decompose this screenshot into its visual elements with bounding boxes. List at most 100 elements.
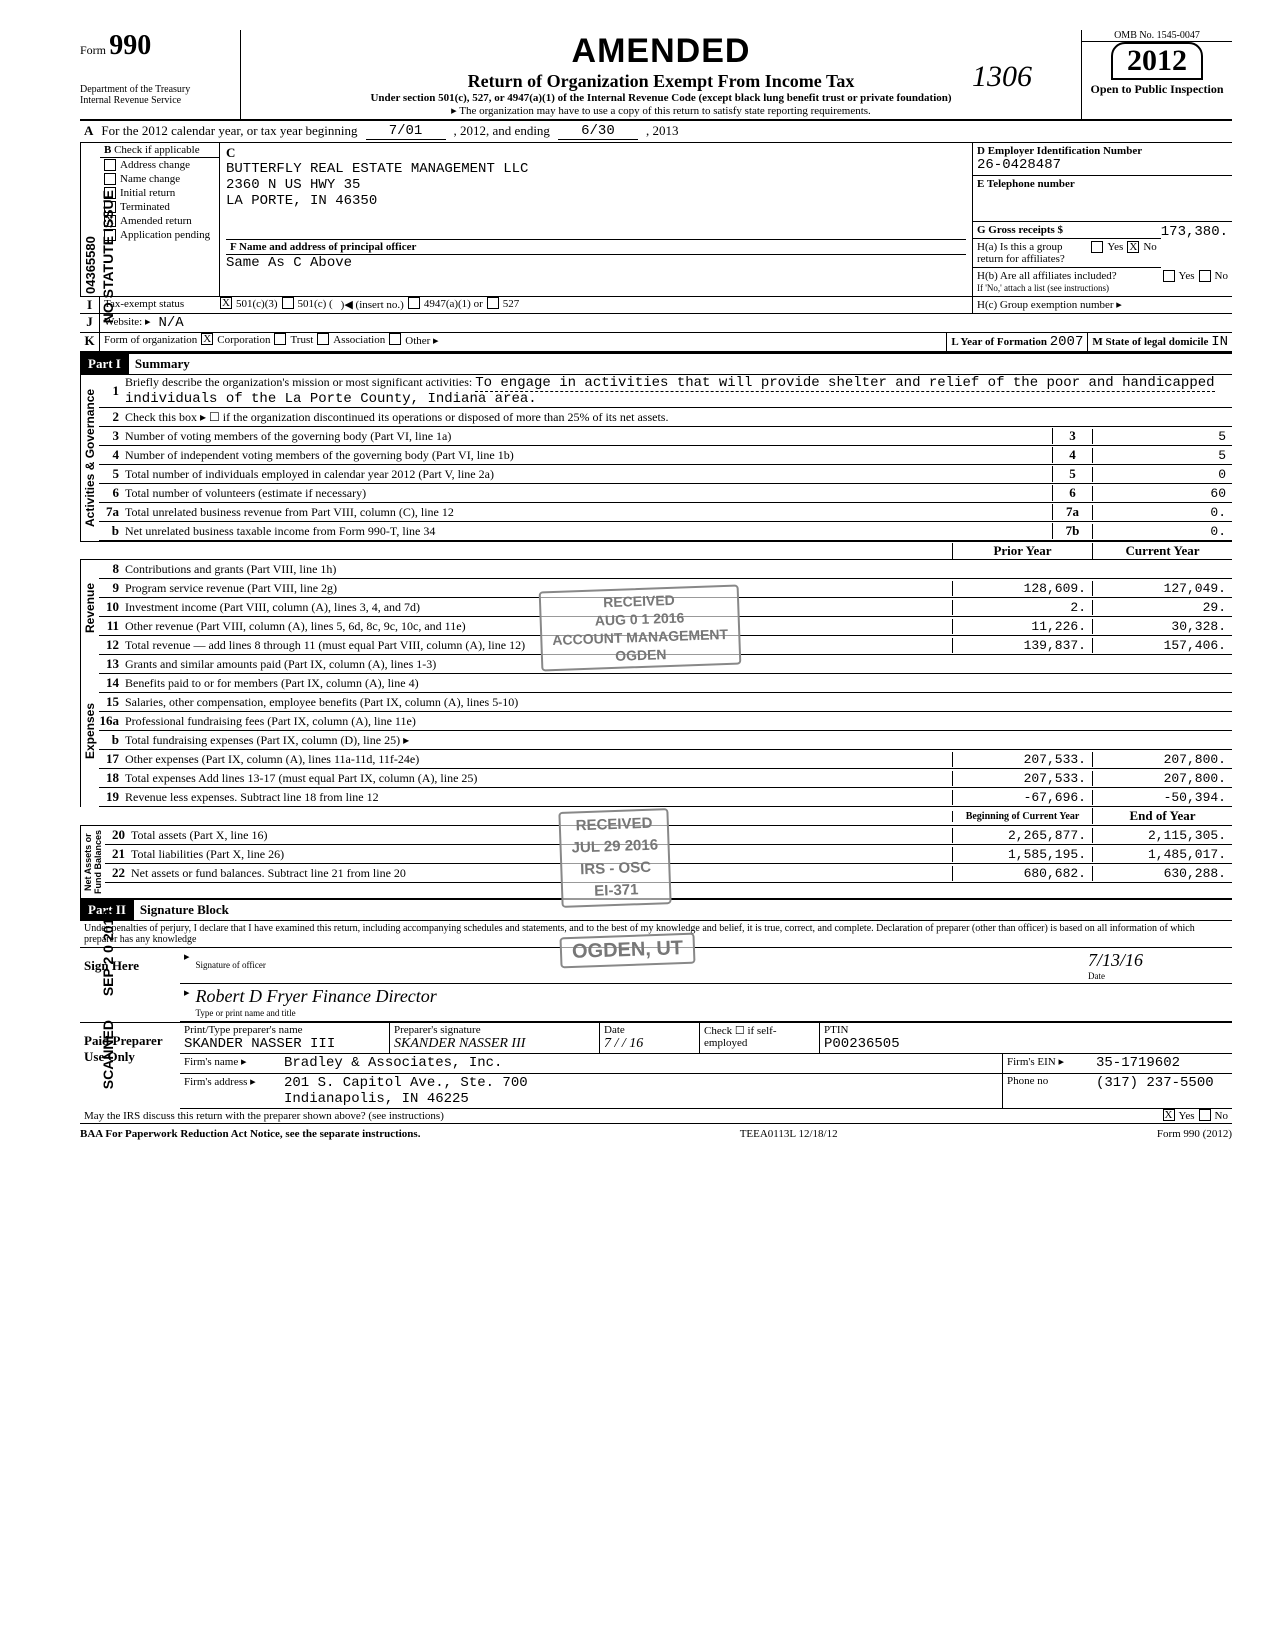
ptin-lbl: PTIN: [824, 1024, 848, 1036]
side-na: Net Assets or Fund Balances: [80, 826, 105, 898]
corp-box[interactable]: X: [201, 333, 213, 345]
ps-lbl: Preparer's signature: [394, 1024, 481, 1036]
prior-val: 2.: [952, 600, 1092, 615]
row-j-lbl: J: [80, 314, 100, 332]
other: Other ▸: [401, 333, 442, 351]
trust-box[interactable]: [274, 333, 286, 345]
gov-box: 7a: [1052, 504, 1092, 520]
row-txt: Total revenue — add lines 8 through 11 (…: [123, 638, 952, 653]
check-label: Amended return: [120, 215, 192, 227]
gov-txt: Number of voting members of the governin…: [123, 429, 1052, 444]
hb-yes-box[interactable]: [1163, 270, 1175, 282]
assoc-box[interactable]: [317, 333, 329, 345]
prior-val: 207,533.: [952, 752, 1092, 767]
ph-lbl: Phone no: [1002, 1074, 1092, 1108]
other-box[interactable]: [389, 333, 401, 345]
pd: 7 / / 16: [604, 1036, 643, 1051]
no: No: [1143, 241, 1156, 265]
footer-right: Form 990 (2012): [1157, 1128, 1232, 1140]
no2: No: [1215, 270, 1228, 294]
footer-mid: TEEA0113L 12/18/12: [740, 1128, 838, 1140]
row-i-lbl: I: [80, 297, 100, 313]
officer-name-lbl: Type or print name and title: [196, 1008, 296, 1018]
curr-val: -50,394.: [1092, 790, 1232, 805]
gov-box: 3: [1052, 428, 1092, 444]
hb-no-box[interactable]: [1199, 270, 1211, 282]
line-a-tail: , 2013: [646, 123, 679, 140]
prior-val: 11,226.: [952, 619, 1092, 634]
sec-g-label: G Gross receipts $: [977, 224, 1063, 236]
row-txt: Revenue less expenses. Subtract line 18 …: [123, 790, 952, 805]
gross-receipts: 173,380.: [1161, 224, 1228, 240]
ogden-stamp: OGDEN, UT: [560, 933, 696, 969]
form-word: Form: [80, 43, 106, 57]
part-i-title: Summary: [135, 356, 190, 372]
check-label: Address change: [120, 159, 190, 171]
gov-txt: Total number of volunteers (estimate if …: [123, 486, 1052, 501]
sig-date-lbl: Date: [1088, 971, 1105, 981]
firm-lbl: Firm's name ▸: [180, 1054, 280, 1073]
firm-ph: (317) 237-5500: [1092, 1074, 1232, 1108]
row-txt: Total expenses Add lines 13-17 (must equ…: [123, 771, 952, 786]
curr-val: 127,049.: [1092, 581, 1232, 596]
row-txt: Net assets or fund balances. Subtract li…: [129, 866, 952, 881]
discuss-yes: Yes: [1175, 1109, 1199, 1123]
gov-box: 6: [1052, 485, 1092, 501]
form-number: 990: [109, 30, 151, 61]
gov-val: 0.: [1092, 524, 1232, 539]
discuss-no-box[interactable]: [1199, 1109, 1211, 1121]
org-addr1: 2360 N US HWY 35: [226, 177, 966, 193]
4947-box[interactable]: [408, 297, 420, 309]
check-label: Initial return: [120, 187, 175, 199]
gov-val: 5: [1092, 429, 1232, 444]
part-i-hdr: Part I: [80, 354, 129, 374]
eoy-hdr: End of Year: [1092, 808, 1232, 824]
sec-f-label: F Name and address of principal officer: [230, 241, 416, 253]
check-name-change[interactable]: [104, 173, 116, 185]
c-paren: 501(c) (: [294, 297, 337, 313]
ps-sig: SKANDER NASSER III: [394, 1036, 525, 1051]
527-box[interactable]: [487, 297, 499, 309]
gov-l2: Check this box ▸ ☐ if the organization d…: [123, 410, 1232, 425]
hb-note: If 'No,' attach a list (see instructions…: [977, 283, 1109, 293]
ha-no-box[interactable]: X: [1127, 241, 1139, 253]
gov-box: 7b: [1052, 523, 1092, 539]
discuss-q: May the IRS discuss this return with the…: [80, 1109, 1163, 1123]
row-txt: Other revenue (Part VIII, column (A), li…: [123, 619, 952, 634]
paid-prep-hdr: Paid Preparer Use Only: [80, 1023, 180, 1109]
curr-val: 29.: [1092, 600, 1232, 615]
527: 527: [499, 297, 524, 313]
corp: Corporation: [213, 333, 274, 351]
check-address-change[interactable]: [104, 159, 116, 171]
gov-val: 5: [1092, 448, 1232, 463]
org-addr2: LA PORTE, IN 46350: [226, 193, 966, 209]
gov-val: 0: [1092, 467, 1232, 482]
amended-stamp: AMENDED: [247, 32, 1075, 71]
firm-ein: 35-1719602: [1092, 1054, 1232, 1073]
row-txt: Benefits paid to or for members (Part IX…: [123, 676, 952, 691]
ha-yes-box[interactable]: [1091, 241, 1103, 253]
side-exp: Expenses: [80, 655, 99, 807]
omb: OMB No. 1545-0047: [1082, 30, 1232, 42]
c3: 501(c)(3): [232, 297, 282, 313]
curr-val: 207,800.: [1092, 752, 1232, 767]
sign-here: Sign Here: [80, 948, 180, 1022]
addr-lbl: Firm's address ▸: [180, 1074, 280, 1108]
discuss-yes-box[interactable]: X: [1163, 1109, 1175, 1121]
gov-val: 60: [1092, 486, 1232, 501]
prior-val: 139,837.: [952, 638, 1092, 653]
yof: 2007: [1050, 334, 1084, 350]
ein-lbl: Firm's EIN ▸: [1002, 1054, 1092, 1073]
line-a-text: For the 2012 calendar year, or tax year …: [101, 123, 357, 140]
c3-box[interactable]: X: [220, 297, 232, 309]
row-txt: Professional fundraising fees (Part IX, …: [123, 714, 952, 729]
mission-lead: Briefly describe the organization's miss…: [125, 375, 472, 389]
firm-addr1: 201 S. Capitol Ave., Ste. 700: [284, 1075, 528, 1091]
yof-lbl: L Year of Formation: [951, 336, 1047, 348]
line-a-mid: , 2012, and ending: [454, 123, 550, 140]
row-txt: Other expenses (Part IX, column (A), lin…: [123, 752, 952, 767]
chk-self: Check ☐ if self-employed: [700, 1023, 820, 1053]
c-box[interactable]: [282, 297, 294, 309]
row-k-txt: Form of organization: [100, 333, 201, 351]
firm-name: Bradley & Associates, Inc.: [280, 1054, 1002, 1073]
